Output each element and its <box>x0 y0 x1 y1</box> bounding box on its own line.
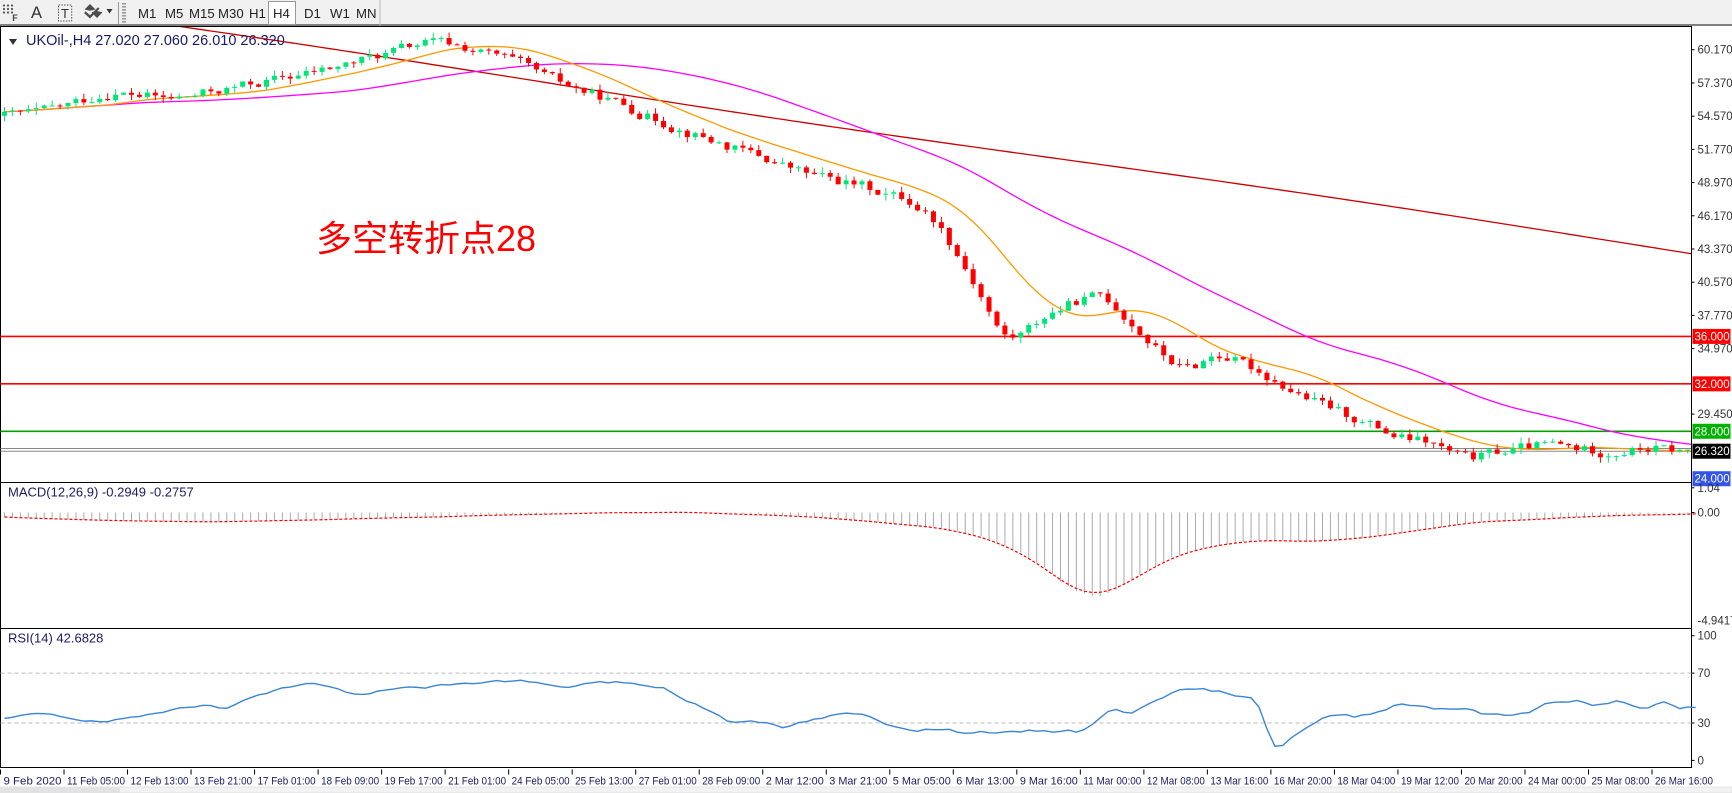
svg-text:9 Mar 16:00: 9 Mar 16:00 <box>1020 776 1078 788</box>
svg-text:26 Mar 16:00: 26 Mar 16:00 <box>1655 776 1713 788</box>
svg-text:5 Mar 05:00: 5 Mar 05:00 <box>893 776 951 788</box>
svg-text:20 Mar 20:00: 20 Mar 20:00 <box>1464 776 1522 788</box>
svg-text:11 Mar 00:00: 11 Mar 00:00 <box>1083 776 1141 788</box>
svg-text:13 Mar 16:00: 13 Mar 16:00 <box>1210 776 1268 788</box>
svg-text:25 Mar 08:00: 25 Mar 08:00 <box>1592 776 1650 788</box>
svg-text:17 Feb 01:00: 17 Feb 01:00 <box>258 776 316 788</box>
svg-text:100: 100 <box>1698 631 1717 643</box>
svg-text:9 Feb 2020: 9 Feb 2020 <box>4 776 62 788</box>
svg-text:25 Feb 13:00: 25 Feb 13:00 <box>575 776 633 788</box>
svg-text:70: 70 <box>1698 668 1711 680</box>
svg-text:13 Feb 21:00: 13 Feb 21:00 <box>194 776 252 788</box>
svg-text:12 Mar 08:00: 12 Mar 08:00 <box>1147 776 1205 788</box>
svg-text:24 Mar 00:00: 24 Mar 00:00 <box>1528 776 1586 788</box>
svg-text:12 Feb 13:00: 12 Feb 13:00 <box>131 776 189 788</box>
svg-text:19 Mar 12:00: 19 Mar 12:00 <box>1401 776 1459 788</box>
svg-text:RSI(14) 42.6828: RSI(14) 42.6828 <box>8 631 103 646</box>
svg-text:27 Feb 01:00: 27 Feb 01:00 <box>639 776 697 788</box>
svg-text:30: 30 <box>1698 718 1711 730</box>
svg-text:21 Feb 01:00: 21 Feb 01:00 <box>448 776 506 788</box>
svg-text:2 Mar 12:00: 2 Mar 12:00 <box>766 776 824 788</box>
svg-text:28 Feb 09:00: 28 Feb 09:00 <box>702 776 760 788</box>
svg-text:6 Mar 13:00: 6 Mar 13:00 <box>956 776 1014 788</box>
svg-text:3 Mar 21:00: 3 Mar 21:00 <box>829 776 887 788</box>
svg-text:24 Feb 05:00: 24 Feb 05:00 <box>512 776 570 788</box>
svg-text:18 Mar 04:00: 18 Mar 04:00 <box>1337 776 1395 788</box>
svg-text:18 Feb 09:00: 18 Feb 09:00 <box>321 776 379 788</box>
svg-text:16 Mar 20:00: 16 Mar 20:00 <box>1274 776 1332 788</box>
svg-text:11 Feb 05:00: 11 Feb 05:00 <box>67 776 125 788</box>
svg-text:19 Feb 17:00: 19 Feb 17:00 <box>385 776 443 788</box>
svg-text:0: 0 <box>1698 755 1704 767</box>
